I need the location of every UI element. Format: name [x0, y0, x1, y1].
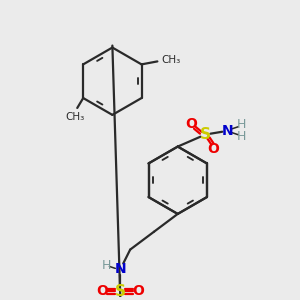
Text: CH₃: CH₃ [161, 56, 181, 65]
Text: S: S [200, 127, 211, 142]
Text: O: O [207, 142, 219, 156]
Text: H: H [236, 118, 246, 131]
Text: N: N [221, 124, 233, 138]
Text: O: O [132, 284, 144, 298]
Text: S: S [115, 284, 126, 299]
Text: O: O [97, 284, 108, 298]
Text: CH₃: CH₃ [66, 112, 85, 122]
Text: O: O [186, 117, 197, 131]
Text: H: H [236, 130, 246, 143]
Text: H: H [102, 259, 111, 272]
Text: N: N [115, 262, 126, 276]
